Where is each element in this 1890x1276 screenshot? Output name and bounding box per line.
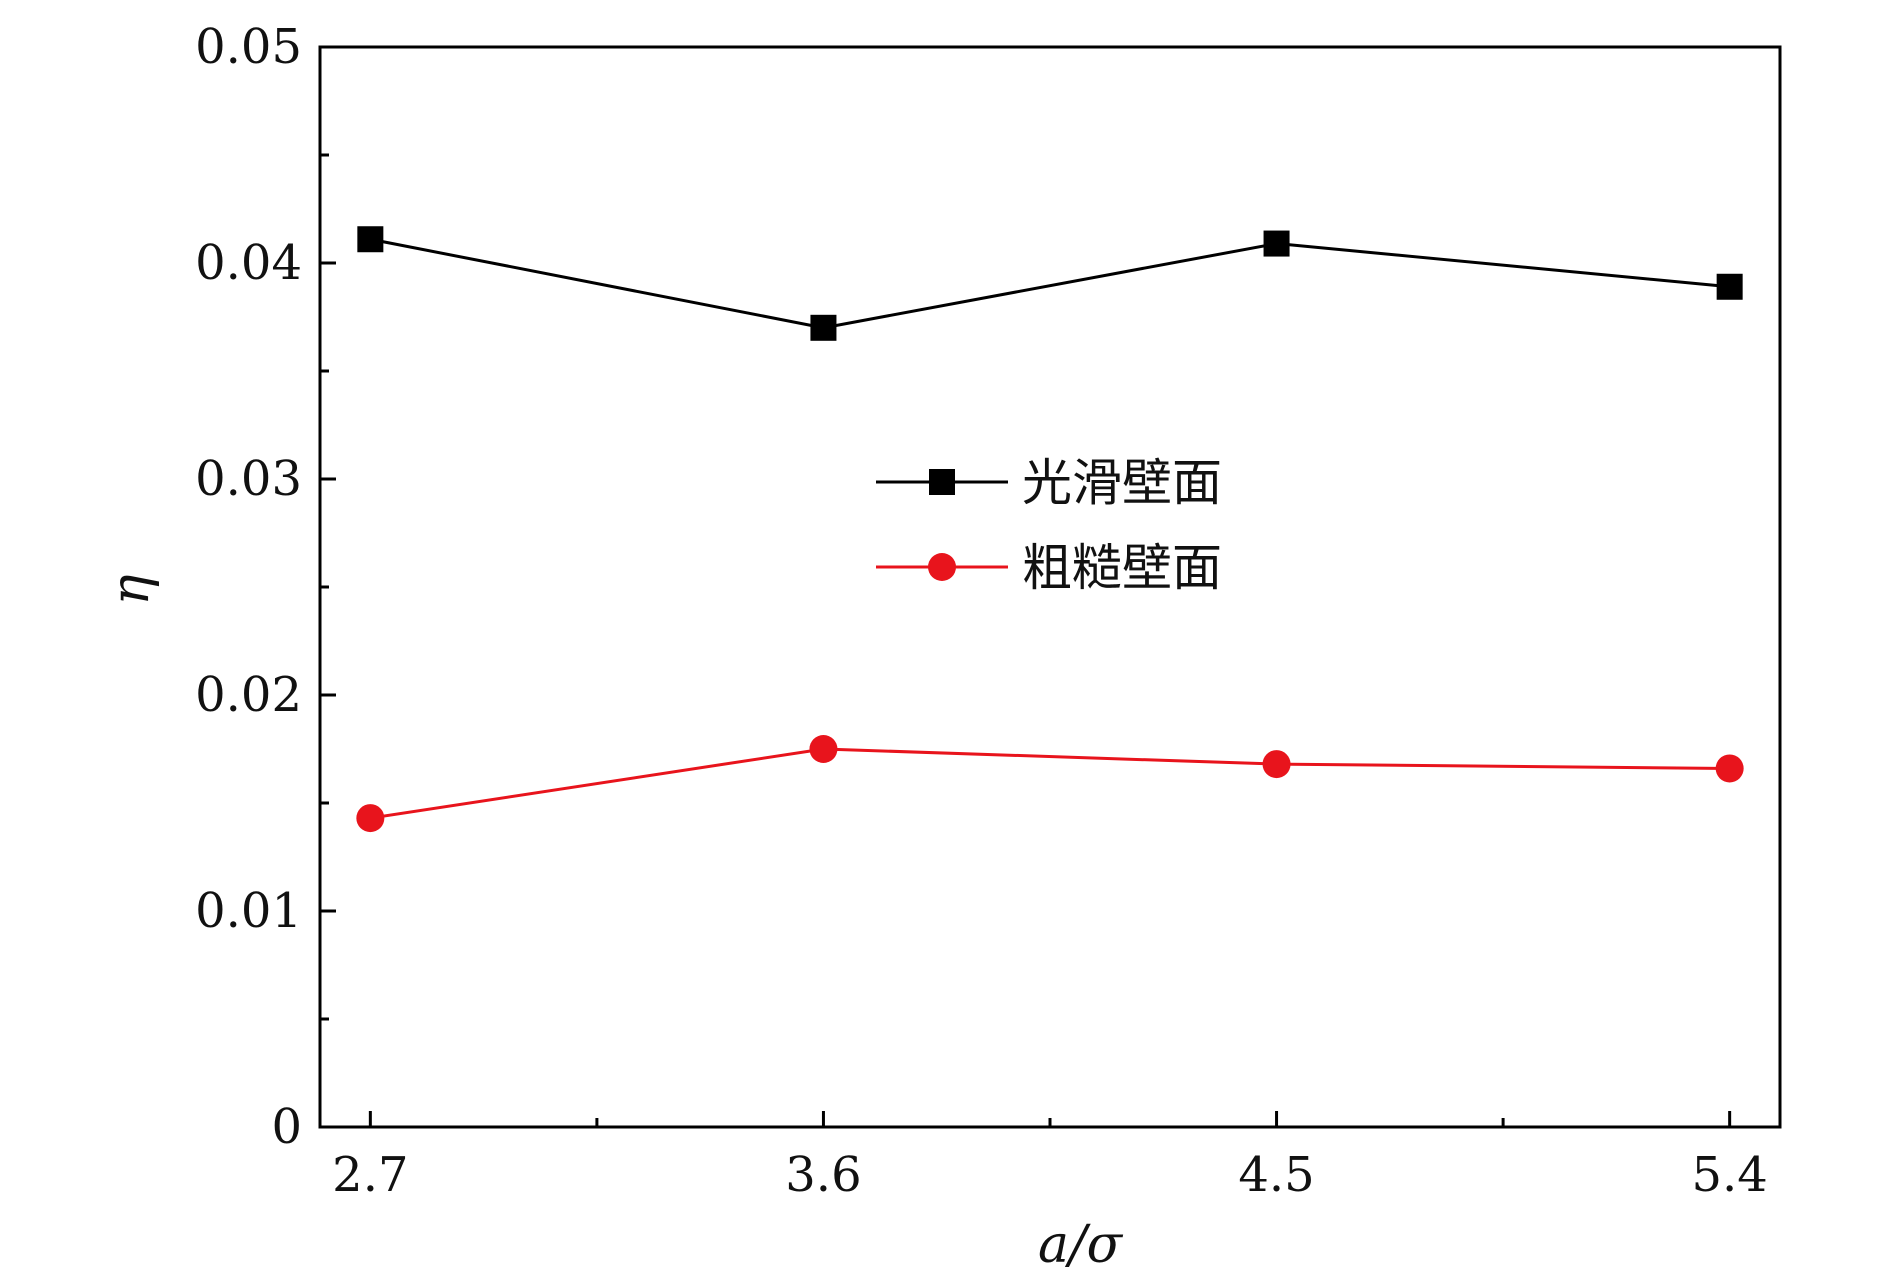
series-line-2	[370, 747, 1730, 820]
y-axis-label: η	[101, 574, 161, 605]
y-tick-label: 0.03	[195, 451, 302, 507]
data-point-square	[1716, 273, 1743, 300]
series-layer	[356, 226, 1744, 833]
series-line-1	[370, 237, 1730, 330]
legend-marker-circle	[928, 553, 956, 581]
x-axis-label: a/σ	[1038, 1215, 1124, 1275]
x-tick-label: 4.5	[1238, 1147, 1314, 1203]
y-tick-label: 0.02	[195, 667, 302, 723]
data-point-circle	[1715, 754, 1744, 783]
data-point-circle	[809, 735, 838, 763]
x-axis: 2.7 3.6 4.5 5.4	[332, 1111, 1768, 1203]
legend-label-1: 光滑壁面	[1022, 454, 1222, 512]
x-tick-label: 2.7	[332, 1147, 408, 1203]
legend-label-2: 粗糙壁面	[1022, 539, 1222, 597]
data-point-circle	[356, 804, 385, 833]
data-point-square	[1263, 230, 1290, 257]
y-axis: 0 0.01 0.02 0.03 0.04 0.05	[195, 19, 336, 1155]
y-tick-label: 0.01	[195, 883, 302, 939]
legend-marker-square	[929, 469, 955, 495]
x-tick-label: 5.4	[1691, 1147, 1767, 1203]
data-point-square	[357, 226, 384, 253]
y-tick-label: 0.05	[195, 19, 302, 75]
data-point-circle	[1262, 750, 1291, 779]
x-tick-label: 3.6	[785, 1147, 861, 1203]
y-tick-label: 0	[271, 1099, 302, 1155]
y-tick-label: 0.04	[195, 235, 302, 291]
data-point-square	[810, 314, 837, 341]
